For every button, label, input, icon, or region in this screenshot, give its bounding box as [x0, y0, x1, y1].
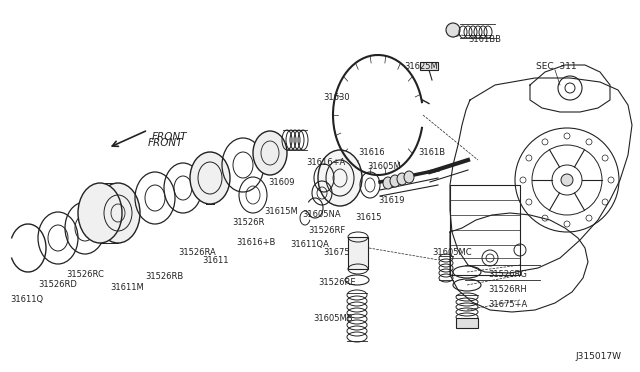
Circle shape — [446, 23, 460, 37]
Text: SEC. 311: SEC. 311 — [536, 62, 577, 71]
Text: 31611QA: 31611QA — [290, 240, 329, 249]
Text: 3161B: 3161B — [418, 148, 445, 157]
Text: 31605NA: 31605NA — [302, 210, 340, 219]
Ellipse shape — [78, 183, 122, 243]
Text: 31611M: 31611M — [110, 283, 144, 292]
Bar — [456, 318, 478, 328]
Text: 31615: 31615 — [355, 213, 381, 222]
Text: 31605M: 31605M — [367, 162, 401, 171]
Polygon shape — [530, 65, 610, 112]
Ellipse shape — [190, 152, 230, 204]
Text: 31616+A: 31616+A — [306, 158, 345, 167]
Ellipse shape — [404, 171, 414, 183]
Ellipse shape — [253, 131, 287, 175]
Ellipse shape — [390, 175, 400, 187]
Text: 31526RH: 31526RH — [488, 285, 527, 294]
Text: 31675: 31675 — [323, 248, 349, 257]
Text: J315017W: J315017W — [575, 352, 621, 361]
Text: 31619: 31619 — [378, 196, 404, 205]
Bar — [348, 237, 368, 269]
Ellipse shape — [397, 173, 407, 185]
Text: 31526RA: 31526RA — [178, 248, 216, 257]
Text: 31605MB: 31605MB — [313, 314, 353, 323]
Text: 31526R: 31526R — [232, 218, 264, 227]
Text: 3161BB: 3161BB — [468, 35, 501, 44]
Text: 31611: 31611 — [202, 256, 228, 265]
Polygon shape — [450, 78, 632, 273]
Text: 31526RG: 31526RG — [488, 270, 527, 279]
Text: 31675+A: 31675+A — [488, 300, 527, 309]
Text: 31526RB: 31526RB — [145, 272, 183, 281]
Text: 31616: 31616 — [358, 148, 385, 157]
Text: 31615M: 31615M — [264, 207, 298, 216]
Ellipse shape — [383, 177, 393, 189]
Circle shape — [561, 174, 573, 186]
Polygon shape — [450, 213, 588, 312]
Text: 31611Q: 31611Q — [10, 295, 43, 304]
Ellipse shape — [318, 150, 362, 206]
Text: 31526RD: 31526RD — [38, 280, 77, 289]
Bar — [450, 185, 520, 275]
Text: 31526RF: 31526RF — [308, 226, 345, 235]
Text: 31616+B: 31616+B — [236, 238, 275, 247]
Text: 31526RE: 31526RE — [318, 278, 356, 287]
Bar — [420, 62, 438, 70]
Ellipse shape — [96, 183, 140, 243]
Text: 31630: 31630 — [323, 93, 349, 102]
Text: 31526RC: 31526RC — [66, 270, 104, 279]
Text: 31605MC: 31605MC — [432, 248, 472, 257]
Text: FRONT: FRONT — [148, 138, 184, 148]
Text: 31625M: 31625M — [404, 62, 438, 71]
Text: FRONT: FRONT — [152, 132, 188, 142]
Text: 31609: 31609 — [268, 178, 294, 187]
